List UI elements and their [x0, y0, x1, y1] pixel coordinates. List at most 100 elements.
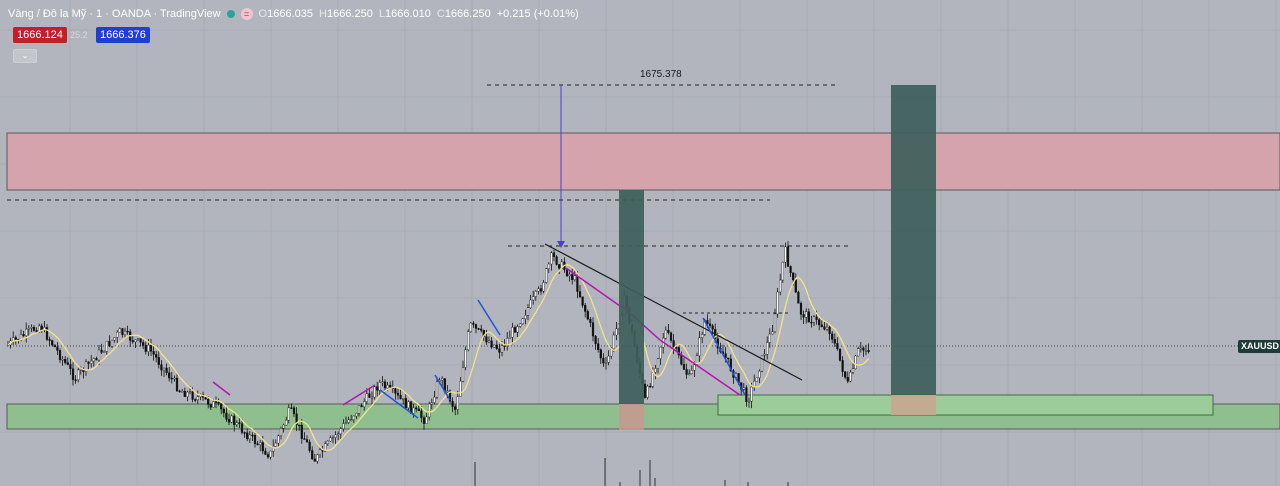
- candle-body: [290, 407, 293, 409]
- candle-body: [420, 410, 423, 418]
- resistance-zone[interactable]: [6, 132, 1280, 191]
- candle-body: [576, 275, 579, 292]
- candle-body: [727, 357, 730, 360]
- candle-body: [529, 299, 532, 308]
- candle-body: [594, 335, 597, 344]
- candle-body: [797, 291, 800, 304]
- candle-body: [415, 407, 418, 410]
- candle-body: [347, 419, 350, 423]
- candle-body: [828, 326, 831, 335]
- candle-body: [227, 419, 231, 423]
- position-box-1[interactable]: [619, 190, 644, 404]
- candle-body: [867, 350, 870, 352]
- position-box-1-stop[interactable]: [619, 404, 644, 430]
- candle-body: [165, 367, 168, 373]
- candle-body: [95, 358, 98, 361]
- candle-body: [508, 337, 511, 339]
- open-value: 1666.035: [267, 8, 313, 20]
- candle-body: [45, 327, 49, 340]
- position-box-2[interactable]: [891, 85, 936, 395]
- collapse-toggle-icon[interactable]: ⌄: [13, 49, 37, 63]
- candle-body: [285, 419, 288, 426]
- candle-body: [381, 381, 384, 383]
- candle-body: [389, 384, 392, 388]
- candle-body: [30, 327, 33, 329]
- candle-body: [477, 328, 480, 330]
- candle-body: [204, 397, 207, 400]
- candle-body: [464, 349, 467, 368]
- candle-body: [758, 370, 761, 379]
- candle-body: [558, 264, 561, 269]
- candle-body: [139, 338, 142, 343]
- candle-body: [841, 360, 844, 372]
- candle-body: [58, 350, 62, 361]
- candle-body: [441, 378, 444, 381]
- candle-body: [422, 417, 426, 424]
- equals-icon[interactable]: =: [240, 8, 253, 20]
- candle-body: [64, 358, 67, 363]
- candle-body: [844, 371, 847, 378]
- candle-body: [344, 422, 348, 424]
- candle-body: [350, 419, 353, 421]
- position-box-2-stop[interactable]: [891, 395, 936, 415]
- buy-price-button[interactable]: 1666.376: [96, 27, 150, 43]
- candle-body: [337, 433, 340, 436]
- trendline[interactable]: [544, 243, 803, 381]
- candle-body: [461, 367, 465, 382]
- candle-body: [815, 316, 818, 320]
- candle-body: [90, 360, 93, 364]
- candle-body: [446, 390, 449, 393]
- candle-body: [282, 424, 285, 429]
- candle-body: [342, 423, 345, 429]
- candle-body: [126, 330, 129, 333]
- candle-body: [376, 386, 379, 391]
- swing-down-3: [434, 374, 451, 401]
- candle-body: [160, 364, 163, 371]
- candle-body: [253, 435, 257, 444]
- candle-body: [147, 345, 150, 352]
- candle-body: [329, 437, 332, 442]
- candle-body: [188, 391, 192, 393]
- candle-body: [602, 357, 605, 364]
- candle-body: [552, 252, 556, 257]
- candle-body: [100, 349, 103, 353]
- candle-body: [498, 348, 501, 353]
- candle-body: [586, 311, 589, 320]
- candle-body: [77, 369, 80, 381]
- candle-body: [708, 323, 712, 326]
- candle-body: [521, 318, 524, 325]
- open-label: O: [258, 8, 268, 20]
- candle-body: [516, 326, 519, 333]
- measure-label: 1675.378: [640, 69, 682, 80]
- candle-body: [612, 334, 615, 350]
- candle-body: [831, 333, 834, 340]
- candle-body: [84, 361, 88, 372]
- candle-body: [493, 344, 496, 348]
- candle-body: [565, 269, 569, 277]
- candle-body: [116, 331, 119, 338]
- candle-body: [399, 395, 402, 400]
- candle-body: [142, 342, 145, 346]
- candle-body: [786, 246, 790, 267]
- sell-price-button[interactable]: 1666.124: [13, 27, 67, 43]
- close-label: C: [436, 8, 445, 20]
- candle-body: [485, 336, 488, 343]
- sma-line: [7, 264, 870, 451]
- candle-body: [173, 377, 176, 380]
- candle-body: [701, 334, 704, 338]
- candle-body: [435, 381, 439, 398]
- candle-body: [532, 296, 535, 301]
- candle-body: [113, 337, 116, 341]
- candle-body: [256, 443, 259, 446]
- candle-body: [773, 313, 777, 332]
- candle-body: [110, 339, 114, 347]
- symbol-title[interactable]: Vàng / Đô la Mỹ · 1 · OANDA · TradingVie…: [8, 8, 221, 20]
- candle-body: [186, 391, 189, 397]
- candle-body: [771, 331, 774, 335]
- support-zone-inner[interactable]: [717, 394, 1214, 416]
- candle-body: [108, 341, 111, 347]
- spread-value: 25.2: [70, 30, 88, 40]
- candle-body: [649, 385, 652, 388]
- candle-body: [334, 434, 337, 438]
